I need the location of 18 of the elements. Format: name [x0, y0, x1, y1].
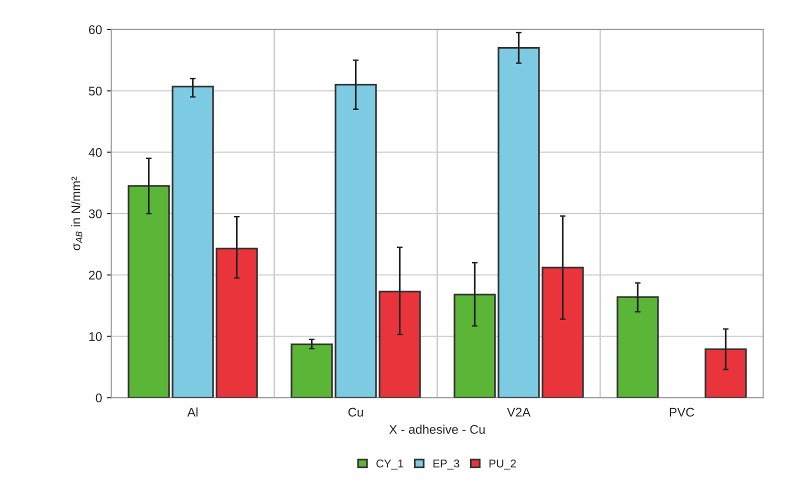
bar	[704, 348, 747, 398]
y-tick-label: 60	[89, 25, 102, 34]
x-tick-label: Cu	[348, 408, 363, 417]
legend-label: EP_3	[433, 460, 460, 470]
x-axis-title: X - adhesive - Cu	[389, 424, 485, 434]
x-tick-label: V2A	[506, 408, 531, 416]
y-tick-label: 0	[96, 394, 102, 402]
y-tick-label: 20	[89, 270, 102, 280]
x-tick-label: PVC	[670, 408, 694, 417]
x-tick-label: Al	[187, 407, 198, 416]
bar	[616, 296, 659, 398]
legend-label: PU_2	[490, 460, 516, 470]
legend-label: CY_1	[376, 460, 404, 470]
y-tick-label: 10	[89, 332, 102, 341]
y-tick-label: 40	[88, 148, 102, 157]
y-tick-label: 30	[88, 209, 102, 218]
y-axis-title: σ$_{AB}$ in N/mm²	[71, 176, 82, 250]
y-tick-label: 50	[88, 86, 102, 96]
